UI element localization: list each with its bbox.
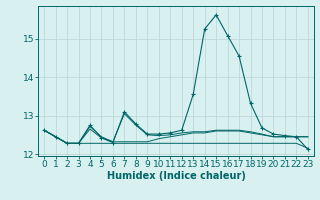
X-axis label: Humidex (Indice chaleur): Humidex (Indice chaleur) [107, 171, 245, 181]
